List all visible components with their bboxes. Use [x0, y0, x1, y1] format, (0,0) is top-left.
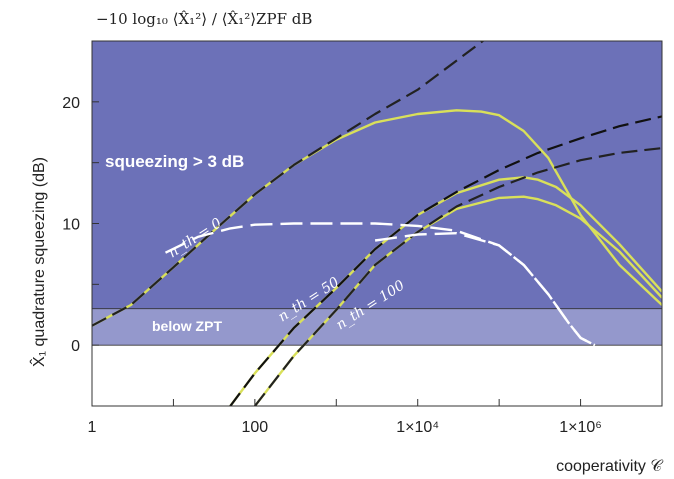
x-tick-label: 100	[242, 419, 269, 436]
series-line-1	[229, 176, 662, 406]
y-tick-label: 10	[62, 217, 80, 234]
top-axis-label: −10 log₁₀ ⟨X̂₁²⟩ / ⟨X̂₁²⟩ZPF dB	[96, 10, 312, 28]
series-line-7	[374, 232, 596, 347]
series-layer	[92, 41, 662, 406]
y-tick-label: 0	[71, 338, 80, 355]
x-tick-label: 1	[88, 419, 97, 436]
x-axis-label: cooperativity 𝒞	[556, 458, 663, 475]
region-label-squeezing: squeezing > 3 dB	[105, 152, 244, 171]
region-squeezing	[92, 41, 662, 309]
x-tick-label: 1×10⁶	[559, 419, 602, 436]
region-label-below-zpt: below ZPT	[152, 318, 222, 334]
series-line-3	[92, 41, 485, 327]
series-line-0	[92, 109, 662, 327]
region-below-zpt	[92, 308, 662, 346]
series-line-4	[229, 115, 662, 406]
x-tick-label: 1×10⁴	[396, 419, 439, 436]
series-line-5	[254, 147, 662, 406]
y-axis-label: X̂₁ quadrature squeezing (dB)	[28, 157, 48, 367]
tick-layer: 1 100 1×10⁴ 1×10⁶ 0 10 20	[62, 40, 663, 436]
y-tick-label: 20	[62, 95, 80, 112]
